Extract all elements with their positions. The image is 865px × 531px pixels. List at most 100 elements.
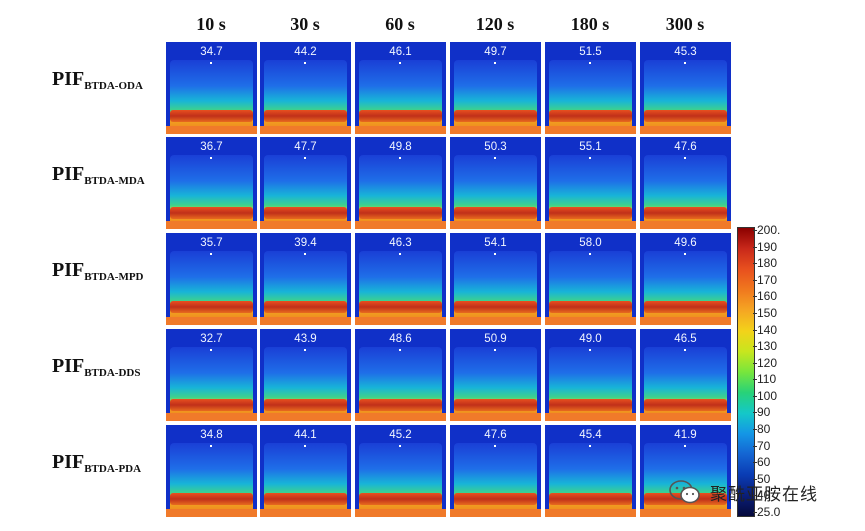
colorbar-tick-mark: [753, 445, 757, 447]
thermal-image-cell: 46.1: [355, 42, 446, 134]
colorbar-tick-mark: [753, 312, 757, 314]
thermal-map: [166, 233, 257, 325]
max-temperature-value: 45.2: [389, 429, 412, 441]
thermal-image-cell: 48.6: [355, 329, 446, 421]
sample-label-subscript: BTDA-PDA: [84, 463, 142, 475]
colorbar-tick-mark: [753, 512, 757, 513]
thermal-image-cell: 44.1: [260, 425, 351, 517]
max-temperature-value: 49.6: [674, 237, 697, 249]
max-temperature-value: 49.8: [389, 141, 412, 153]
thermal-map: [166, 329, 257, 421]
colorbar-tick-mark: [753, 462, 757, 464]
thermal-map: [260, 42, 351, 134]
measurement-point: [494, 62, 496, 64]
max-temperature-value: 47.6: [674, 141, 697, 153]
thermal-map: [640, 233, 731, 325]
watermark: 聚酰亚胺在线: [668, 475, 818, 509]
colorbar-tick-label: 150: [757, 305, 778, 320]
colorbar-tick-mark: [753, 478, 757, 480]
sample-label-subscript: BTDA-MPD: [84, 271, 144, 283]
measurement-point: [589, 445, 591, 447]
thermal-map: [545, 233, 636, 325]
measurement-point: [494, 157, 496, 159]
thermal-map: [260, 329, 351, 421]
sample-label: PIFBTDA-DDS: [52, 355, 164, 379]
colorbar-tick-label: 90: [757, 405, 771, 420]
thermal-map: [545, 137, 636, 229]
colorbar-tick-mark: [753, 346, 757, 348]
max-temperature-value: 47.6: [484, 429, 507, 441]
wechat-icon: [669, 480, 700, 504]
measurement-point: [304, 253, 306, 255]
max-temperature-value: 34.7: [200, 46, 223, 58]
colorbar-tick-label: 130: [757, 339, 778, 354]
colorbar-tick-mark: [753, 362, 757, 364]
max-temperature-value: 43.9: [294, 333, 317, 345]
measurement-point: [589, 253, 591, 255]
colorbar-tick-mark: [753, 395, 757, 397]
measurement-point: [399, 157, 401, 159]
time-header: 60 s: [385, 14, 415, 34]
max-temperature-value: 41.9: [674, 429, 697, 441]
measurement-point: [304, 445, 306, 447]
time-header: 300 s: [665, 14, 705, 34]
thermal-image-cell: 34.7: [166, 42, 257, 134]
max-temperature-value: 49.7: [484, 46, 507, 58]
colorbar-tick-mark: [753, 329, 757, 331]
max-temperature-value: 34.8: [200, 429, 223, 441]
colorbar-tick-label: 190: [757, 239, 778, 254]
thermal-image-cell: 50.9: [450, 329, 541, 421]
thermal-image-cell: 50.3: [450, 137, 541, 229]
max-temperature-value: 46.3: [389, 237, 412, 249]
thermal-map: [450, 233, 541, 325]
sample-label-main: PIF: [52, 163, 85, 185]
watermark-text: 聚酰亚胺在线: [710, 484, 818, 505]
max-temperature-value: 36.7: [200, 141, 223, 153]
max-temperature-value: 44.1: [294, 429, 317, 441]
max-temperature-value: 32.7: [200, 333, 223, 345]
colorbar-tick-mark: [753, 379, 757, 381]
colorbar-tick-mark: [753, 495, 757, 497]
colorbar-tick-label: 40: [757, 488, 771, 503]
max-temperature-value: 51.5: [579, 46, 602, 58]
sample-label-subscript: BTDA-DDS: [84, 367, 141, 379]
measurement-point: [304, 157, 306, 159]
max-temperature-value: 45.4: [579, 429, 602, 441]
max-temperature-value: 50.3: [484, 141, 507, 153]
max-temperature-value: 46.1: [389, 46, 412, 58]
thermal-image-cell: 55.1: [545, 137, 636, 229]
thermal-map: [166, 137, 257, 229]
measurement-point: [399, 253, 401, 255]
max-temperature-value: 39.4: [294, 237, 317, 249]
thermal-map: [355, 42, 446, 134]
sample-label-subscript: BTDA-ODA: [84, 80, 143, 92]
thermal-map: [545, 329, 636, 421]
colorbar-tick-mark: [753, 246, 757, 248]
thermal-image-cell: 49.0: [545, 329, 636, 421]
measurement-point: [589, 62, 591, 64]
thermal-image-cell: 32.7: [166, 329, 257, 421]
thermal-image-cell: 43.9: [260, 329, 351, 421]
thermal-map: [450, 42, 541, 134]
thermal-image-cell: 49.7: [450, 42, 541, 134]
max-temperature-value: 54.1: [484, 237, 507, 249]
measurement-point: [304, 62, 306, 64]
thermal-image-cell: 39.4: [260, 233, 351, 325]
measurement-point: [684, 253, 686, 255]
thermal-image-cell: 36.7: [166, 137, 257, 229]
thermal-map: [260, 425, 351, 517]
colorbar-tick-label: 60: [757, 455, 771, 470]
sample-label-main: PIF: [52, 355, 85, 377]
thermal-map: [450, 137, 541, 229]
colorbar-tick-label: 180: [757, 256, 778, 271]
thermal-map: [640, 42, 731, 134]
measurement-point: [399, 349, 401, 351]
colorbar-tick-mark: [753, 230, 757, 231]
colorbar-tick-label: 50: [757, 471, 771, 486]
measurement-point: [399, 62, 401, 64]
measurement-point: [210, 157, 212, 159]
thermal-image-cell: 45.2: [355, 425, 446, 517]
measurement-point: [210, 445, 212, 447]
max-temperature-value: 45.3: [674, 46, 697, 58]
thermal-map: [260, 137, 351, 229]
